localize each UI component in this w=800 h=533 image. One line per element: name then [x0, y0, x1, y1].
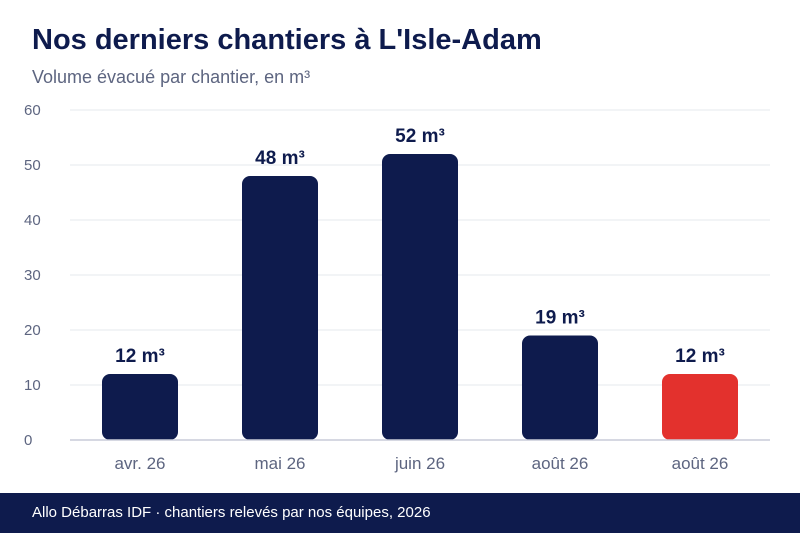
footer-text: Allo Débarras IDF · chantiers relevés pa…: [32, 504, 431, 521]
bar: [382, 154, 458, 440]
x-tick-label: juin 26: [394, 454, 445, 473]
y-tick-label: 10: [24, 377, 41, 394]
x-tick-label: août 26: [672, 454, 729, 473]
data-label: 12 m³: [115, 346, 165, 367]
bar: [522, 335, 598, 440]
chart-subtitle: Volume évacué par chantier, en m³: [32, 67, 311, 87]
bar: [242, 176, 318, 440]
y-tick-label: 50: [24, 157, 41, 174]
x-tick-label: mai 26: [254, 454, 305, 473]
x-tick-label: avr. 26: [114, 454, 165, 473]
y-tick-label: 20: [24, 322, 41, 339]
y-tick-label: 40: [24, 212, 41, 229]
data-label: 12 m³: [675, 346, 725, 367]
bar-chart: 0 10 20 30 40 50 60 12 m³ avr. 26 48 m³ mai 26 52 m…: [24, 102, 770, 473]
y-tick-label: 60: [24, 102, 41, 119]
data-label: 52 m³: [395, 126, 445, 147]
chart-title: Nos derniers chantiers à L'Isle-Adam: [32, 24, 542, 56]
bar: [662, 374, 738, 440]
x-tick-label: août 26: [532, 454, 589, 473]
data-label: 19 m³: [535, 308, 585, 329]
y-tick-label: 0: [24, 432, 32, 449]
footer-bar: Allo Débarras IDF · chantiers relevés pa…: [0, 493, 800, 533]
data-label: 48 m³: [255, 148, 305, 169]
y-tick-label: 30: [24, 267, 41, 284]
bar: [102, 374, 178, 440]
